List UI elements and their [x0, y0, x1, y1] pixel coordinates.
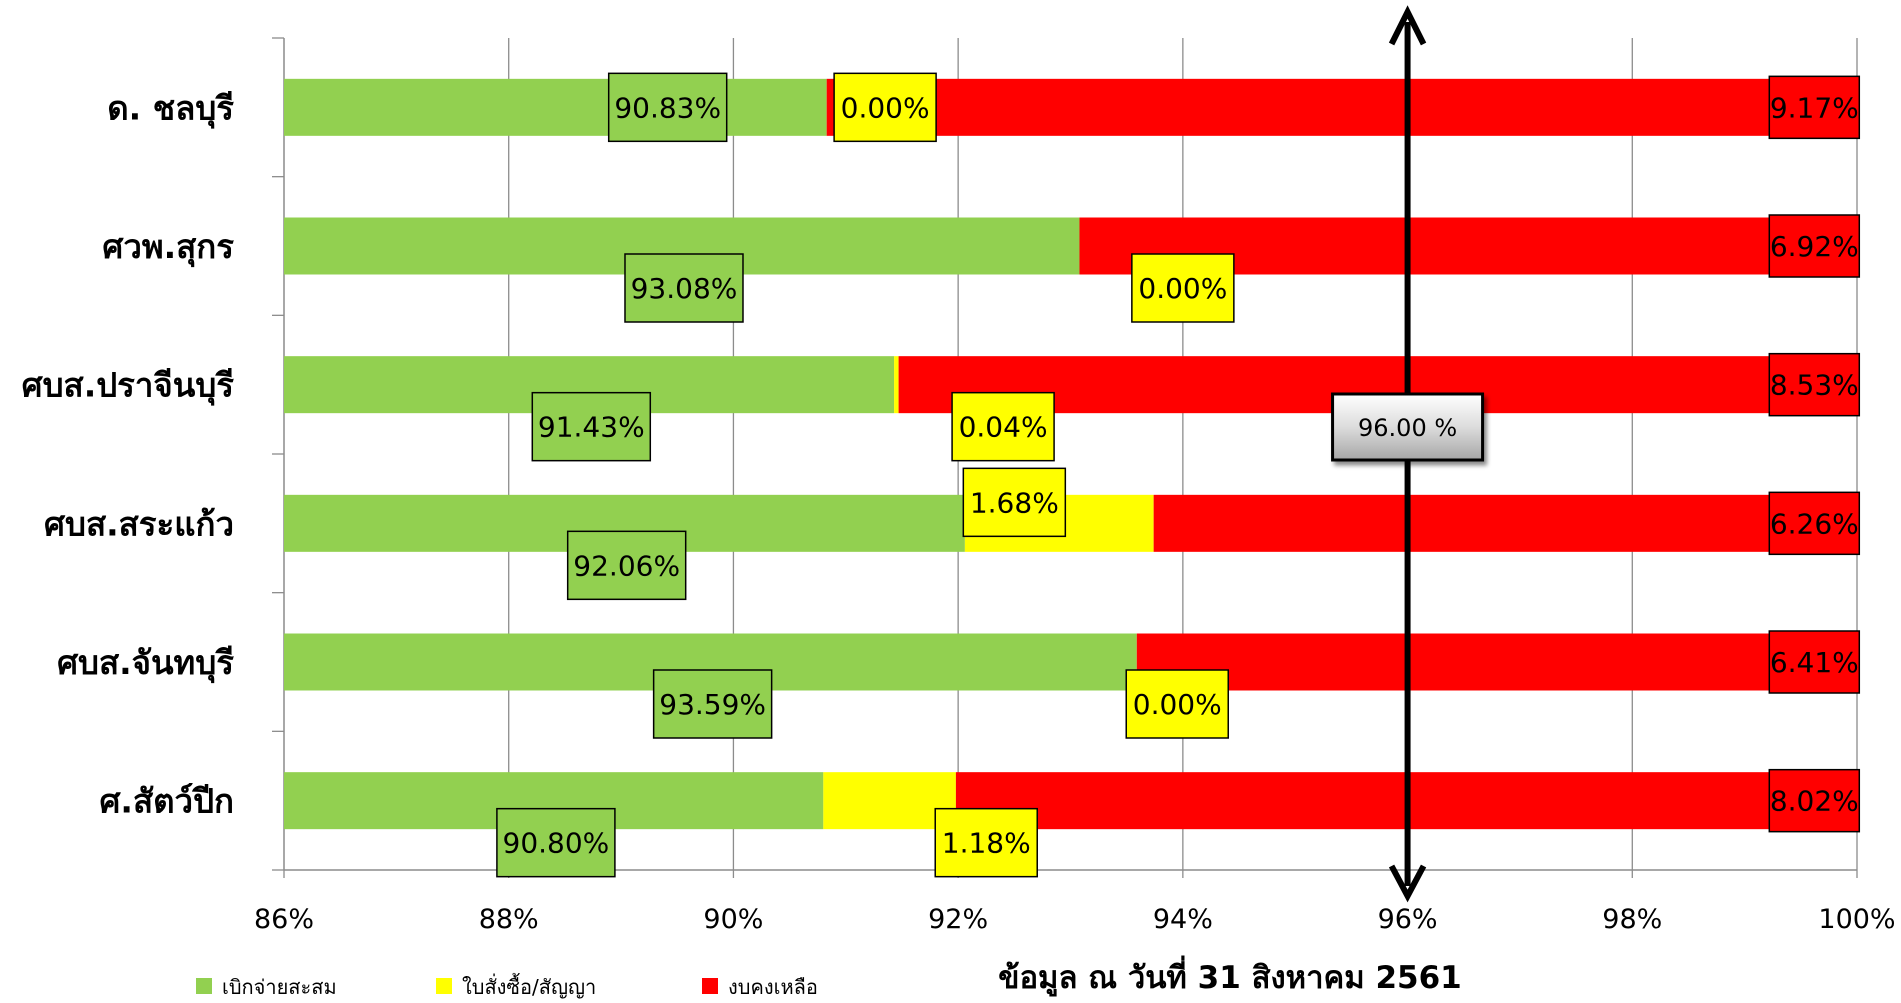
- legend-label: เบิกจ่ายสะสม: [222, 975, 337, 999]
- label-disbursed-text: 90.83%: [614, 91, 721, 124]
- bar-committed: [823, 772, 956, 830]
- category-label: ศ.สัตว์ปีก: [99, 782, 234, 821]
- label-committed-box: [1125, 669, 1229, 739]
- label-remaining-box: [1768, 630, 1861, 694]
- arrow-head-up: [1388, 5, 1427, 46]
- label-remaining-box: [1768, 214, 1861, 278]
- x-tick-label: 94%: [1153, 904, 1213, 935]
- x-tick-label: 92%: [928, 904, 988, 935]
- x-tick-label: 98%: [1602, 904, 1662, 935]
- data-date-note: ข้อมูล ณ วันที่ 31 สิงหาคม 2561: [998, 955, 1462, 997]
- label-committed-text: 1.68%: [970, 486, 1059, 519]
- category-label: ศบส.สระแก้ว: [44, 504, 234, 543]
- label-committed-box: [962, 467, 1067, 538]
- label-disbursed-text: 91.43%: [538, 411, 645, 444]
- label-remaining: 6.41%: [1768, 630, 1861, 694]
- label-committed-text: 0.00%: [841, 91, 930, 124]
- label-remaining-text: 6.26%: [1770, 507, 1859, 540]
- gridlines: [508, 38, 1858, 870]
- legend-label: งบคงเหลือ: [728, 975, 818, 999]
- bar-remaining: [826, 78, 1857, 136]
- label-disbursed-box: [624, 253, 744, 323]
- x-tick-label: 86%: [254, 904, 314, 935]
- label-committed-box: [951, 391, 1055, 462]
- bar-remaining: [1136, 633, 1857, 691]
- label-remaining-box: [1768, 75, 1861, 140]
- label-disbursed-box: [496, 807, 616, 878]
- arrow-head-down: [1388, 864, 1427, 903]
- label-remaining-text: 8.53%: [1770, 369, 1859, 402]
- target-label-box: [1331, 392, 1485, 462]
- label-committed-text: 0.00%: [1138, 272, 1227, 305]
- label-remaining-box: [1768, 352, 1861, 417]
- label-remaining: 9.17%: [1768, 75, 1861, 140]
- label-disbursed-box: [607, 72, 728, 143]
- axes: 86% 88% 90% 92% 94% 96% 98% 100% ด. ชลบุรีศวพ.สุ…: [22, 37, 1896, 935]
- label-disbursed: 93.08%: [624, 253, 744, 323]
- bars: [284, 78, 1857, 830]
- x-tick-label: 90%: [703, 904, 763, 935]
- label-committed: 0.00%: [1131, 253, 1235, 323]
- label-disbursed-text: 93.08%: [631, 272, 738, 305]
- category-label: ศวพ.สุกร: [102, 227, 234, 268]
- label-remaining: 6.26%: [1768, 491, 1861, 556]
- label-remaining-text: 6.92%: [1770, 230, 1859, 263]
- label-committed: 0.04%: [951, 391, 1055, 462]
- label-disbursed-text: 92.06%: [573, 549, 680, 582]
- label-remaining-text: 8.02%: [1770, 785, 1859, 818]
- label-committed-text: 1.18%: [942, 827, 1031, 860]
- legend-label: ใบสั่งซื้อ/สัญญา: [462, 973, 596, 999]
- label-remaining-text: 9.17%: [1770, 91, 1859, 124]
- category-label: ศบส.จันทบุรี: [57, 643, 234, 684]
- label-committed-text: 0.00%: [1133, 688, 1222, 721]
- label-remaining: 6.92%: [1768, 214, 1861, 278]
- legend-swatch: [436, 978, 452, 994]
- category-label: ด. ชลบุรี: [107, 88, 234, 129]
- bar-disbursed: [284, 78, 827, 136]
- label-committed-text: 0.04%: [959, 411, 1048, 444]
- label-committed: 0.00%: [833, 72, 937, 143]
- label-disbursed-text: 93.59%: [659, 688, 766, 721]
- x-tick-label: 96%: [1378, 904, 1438, 935]
- label-disbursed: 92.06%: [566, 530, 687, 601]
- label-remaining-box: [1768, 768, 1861, 833]
- label-disbursed-text: 90.80%: [503, 827, 610, 860]
- bar-committed: [894, 356, 899, 414]
- x-tick-label: 100%: [1818, 904, 1895, 935]
- label-disbursed: 93.59%: [652, 669, 773, 739]
- x-tick-label: 88%: [479, 904, 539, 935]
- legend-swatch: [702, 978, 718, 994]
- legend: เบิกจ่ายสะสม ใบสั่งซื้อ/สัญญา งบคงเหลือ: [196, 973, 818, 999]
- label-remaining-text: 6.41%: [1770, 646, 1859, 679]
- label-remaining-box: [1768, 491, 1861, 556]
- label-disbursed: 90.83%: [607, 72, 728, 143]
- target-label-text: 96.00 %: [1358, 414, 1457, 442]
- category-label: ศบส.ปราจีนบุรี: [22, 366, 235, 407]
- label-committed: 1.18%: [934, 807, 1038, 878]
- label-committed-box: [833, 72, 937, 143]
- legend-swatch: [196, 978, 212, 994]
- label-disbursed-box: [652, 669, 773, 739]
- target-line: 96.00 %: [1331, 5, 1485, 903]
- label-committed: 0.00%: [1125, 669, 1229, 739]
- label-committed-box: [1131, 253, 1235, 323]
- target-label: 96.00 %: [1331, 392, 1485, 462]
- label-disbursed-box: [566, 530, 687, 601]
- label-remaining: 8.02%: [1768, 768, 1861, 833]
- label-remaining: 8.53%: [1768, 352, 1861, 417]
- data-labels: 90.83% 0.00% 9.17% 93.08% 0.00% 6.92% 91.43% 0.…: [496, 72, 1861, 878]
- label-committed: 1.68%: [962, 467, 1067, 538]
- bar-remaining: [1153, 494, 1857, 552]
- label-disbursed-box: [531, 391, 652, 462]
- label-committed-box: [934, 807, 1038, 878]
- label-disbursed: 91.43%: [531, 391, 652, 462]
- label-disbursed: 90.80%: [496, 807, 616, 878]
